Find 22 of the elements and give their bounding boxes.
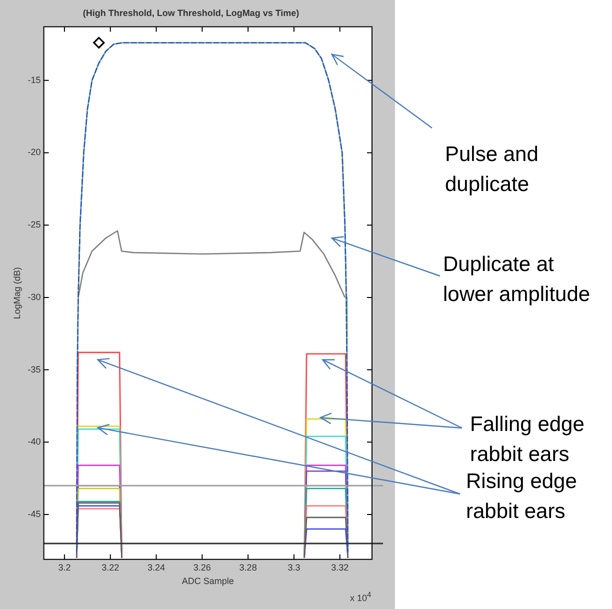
text: Falling edge rabbit ears [470,412,586,468]
text: Duplicate at lower amplitude [443,252,592,308]
y-tick-label: -30 [28,292,41,302]
text: Pulse and duplicate [445,142,540,198]
y-tick-label: -35 [28,364,41,374]
text: Rising edge rabbit ears [466,469,578,525]
x-tick-label: 3.28 [239,562,257,572]
x-axis-title: ADC Sample [182,576,234,586]
x-tick-label: 3.2 [58,562,71,572]
y-tick-label: -40 [28,436,41,447]
x-tick-label: 3.24 [148,562,166,572]
y-tick-label: -15 [28,74,41,85]
y-tick-label: -45 [28,509,41,520]
text: x 10$^{4}$ [350,590,372,603]
x-tick-label: 3.32 [331,562,349,572]
y-axis-title: LogMag (dB) [12,267,22,320]
x-tick-label: 3.22 [102,562,120,572]
chart-title: (High Threshold, Low Threshold, LogMag vs Time) [82,8,300,18]
x-tick-label: 3.3 [288,562,300,572]
y-tick-label: -20 [28,147,41,158]
x-tick-label: 3.26 [193,562,211,572]
y-tick-label: -25 [28,220,41,230]
